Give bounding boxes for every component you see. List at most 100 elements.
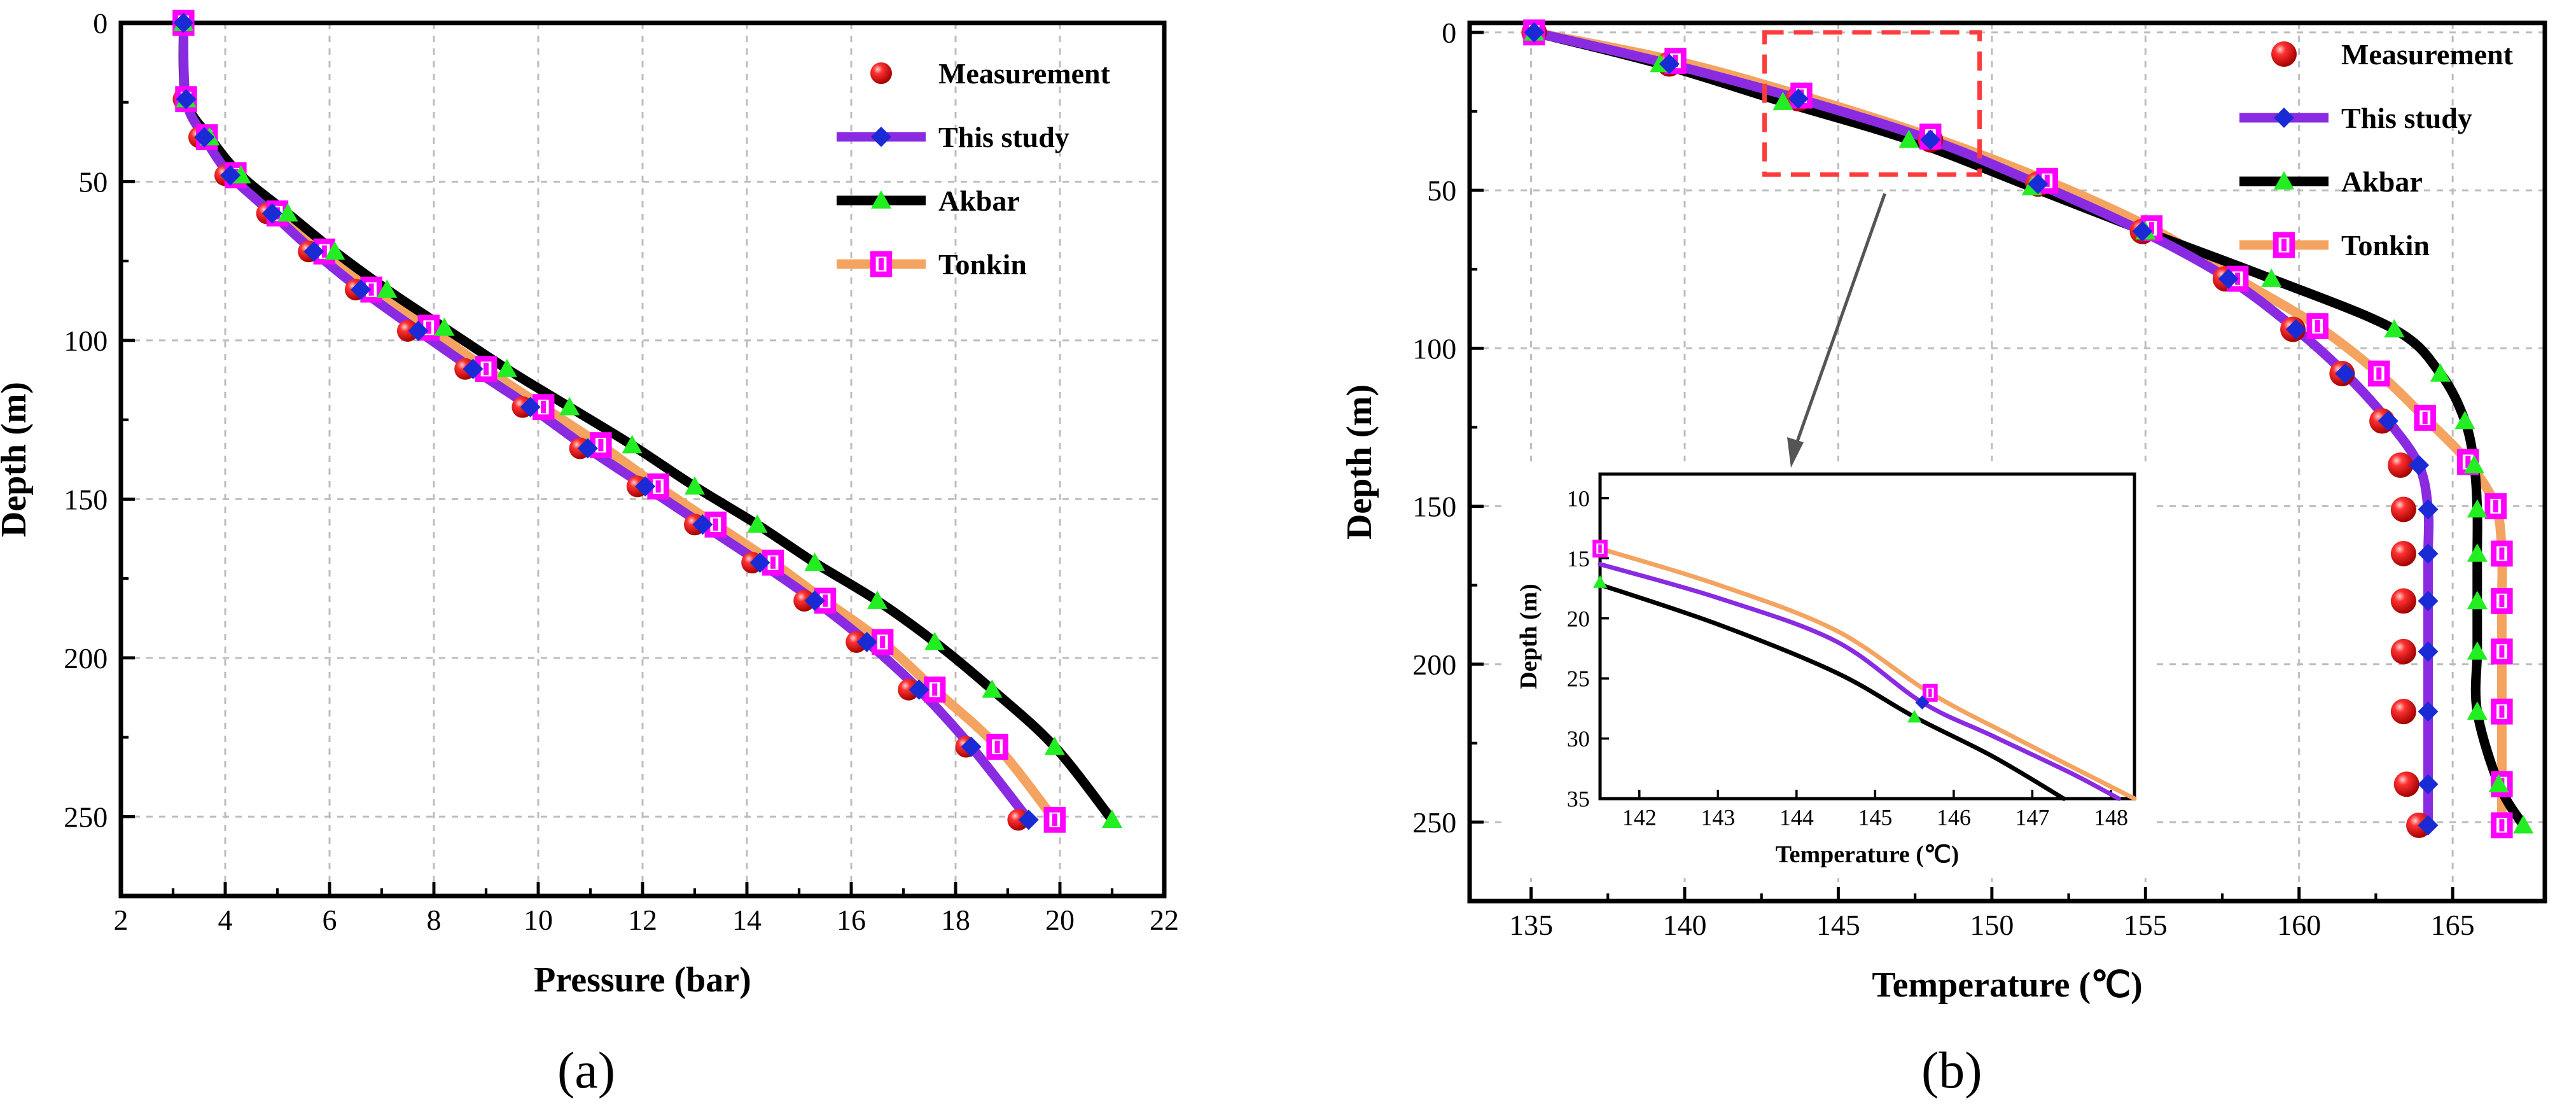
- legend-marker: [2274, 171, 2294, 190]
- x-tick-label: 143: [1701, 804, 1735, 830]
- series-marker-akbar: [1102, 809, 1122, 829]
- legend-marker: [2273, 232, 2295, 258]
- series-marker-this-study: [2132, 221, 2153, 242]
- series-marker-this-study: [692, 514, 713, 535]
- measurement-point: [2390, 540, 2416, 566]
- x-tick-label: 12: [628, 904, 657, 936]
- y-tick-label: 0: [1442, 17, 1456, 49]
- series-marker-this-study: [1659, 53, 1680, 74]
- series-marker-this-study: [176, 88, 197, 109]
- y-tick-label: 35: [1567, 787, 1590, 812]
- measurement-point: [2393, 771, 2419, 797]
- y-tick-label: 150: [64, 483, 108, 515]
- series-marker-this-study: [2218, 269, 2239, 290]
- measurement-point: [846, 631, 868, 653]
- legend-label: This study: [2341, 102, 2472, 134]
- legend-label: Akbar: [2341, 165, 2423, 198]
- series-marker-akbar: [2467, 641, 2488, 660]
- legend-label: Akbar: [938, 185, 1020, 217]
- series-marker-this-study: [1915, 695, 1930, 710]
- series-marker-akbar: [324, 241, 345, 260]
- series-marker-tonkin: [2414, 405, 2436, 431]
- y-tick-label: 0: [93, 7, 108, 39]
- x-tick-label: 14: [732, 904, 762, 936]
- x-tick-label: 160: [2277, 909, 2321, 941]
- inset-chart: 142 143 144 145 146 147 148 10 15 20 25 30 35 Tempera…: [1505, 461, 2154, 878]
- measurement-point: [2390, 496, 2416, 522]
- series-marker-this-study: [2335, 363, 2356, 384]
- y-tick-label: 20: [1567, 606, 1590, 631]
- series-marker-akbar: [496, 358, 517, 377]
- y-axis-label: Depth (m): [1340, 384, 1379, 540]
- measurement-point: [2390, 588, 2416, 614]
- y-tick-label: 15: [1567, 546, 1590, 571]
- series-marker-this-study: [577, 438, 598, 459]
- series-marker-tonkin: [2491, 698, 2513, 725]
- series-line-this-study: [1598, 562, 2121, 801]
- x-tick-label: 8: [427, 904, 442, 936]
- series-marker-akbar: [622, 435, 643, 454]
- x-tick-label: 6: [323, 904, 337, 936]
- x-tick-label: 2: [114, 904, 129, 936]
- plot-frame: [1467, 20, 2547, 904]
- series-marker-tonkin: [2491, 588, 2513, 614]
- series-marker-this-study: [520, 396, 541, 417]
- series-marker-tonkin: [2306, 313, 2329, 339]
- panel-label-a: (a): [557, 1041, 616, 1099]
- x-tick-label: 146: [1937, 804, 1971, 830]
- legend-item: Tonkin: [2239, 229, 2430, 262]
- x-tick-label: 145: [1858, 804, 1892, 830]
- series-marker-akbar: [2261, 269, 2282, 287]
- series-marker-this-study: [2028, 174, 2049, 195]
- series-marker-akbar: [2430, 363, 2451, 382]
- legend-item: Akbar: [2239, 165, 2423, 198]
- legend-label: This study: [938, 121, 1069, 153]
- legend-label: Tonkin: [2341, 229, 2430, 262]
- series-marker-this-study: [804, 591, 825, 612]
- y-tick-label: 100: [1412, 332, 1456, 365]
- series-marker-akbar: [277, 203, 298, 222]
- x-tick-label: 140: [1663, 909, 1707, 941]
- series-marker-this-study: [1524, 22, 1545, 43]
- x-tick-label: 144: [1779, 804, 1814, 830]
- series-line-tonkin: [1598, 546, 2137, 801]
- measurement-point: [1007, 809, 1029, 831]
- series-marker-this-study: [856, 631, 877, 652]
- series-marker-this-study: [2418, 591, 2439, 612]
- measurement-point: [2390, 699, 2416, 725]
- series-marker-akbar: [685, 476, 705, 495]
- series-marker-this-study: [2378, 410, 2398, 431]
- legend-marker: [2271, 41, 2297, 67]
- zoom-arrow-line: [1793, 193, 1886, 449]
- series-marker-akbar: [1044, 736, 1065, 755]
- x-axis-label: Temperature (℃): [1872, 965, 2142, 1005]
- series-marker-this-study: [194, 127, 215, 148]
- series-marker-akbar: [2488, 774, 2509, 793]
- x-axis-label: Pressure (bar): [534, 960, 751, 1000]
- x-tick-label: 135: [1509, 909, 1553, 941]
- series-marker-this-study: [2418, 543, 2439, 564]
- x-tick-label: 16: [837, 904, 866, 936]
- series-marker-akbar: [1772, 92, 1793, 110]
- series-line-this-study: [178, 18, 1034, 825]
- zoom-arrow-head: [1787, 437, 1804, 468]
- y-axis-label: Depth (m): [1515, 584, 1542, 689]
- x-tick-label: 20: [1045, 904, 1075, 936]
- series-marker-akbar: [2467, 543, 2488, 562]
- series-marker-tonkin: [1043, 806, 1066, 833]
- y-tick-label: 10: [1567, 486, 1590, 511]
- legend-item: Akbar: [837, 185, 1020, 217]
- measurement-point: [2388, 452, 2414, 478]
- series-marker-tonkin: [2491, 812, 2513, 839]
- chart-panel-a: 2 4 6 8 10 12 14 16 18 20 22 0 50 100 150 200 250 Pressur…: [0, 7, 1179, 1000]
- series-marker-akbar: [867, 591, 888, 609]
- measurement-point: [793, 590, 816, 612]
- x-tick-label: 18: [941, 904, 970, 936]
- series-marker-tonkin: [704, 511, 727, 538]
- x-tick-label: 22: [1150, 904, 1179, 936]
- y-tick-label: 50: [78, 166, 108, 199]
- series-marker-akbar: [2454, 410, 2475, 430]
- legend-marker: [870, 251, 893, 277]
- series-marker-this-study: [408, 320, 429, 341]
- series-line-akbar: [1598, 582, 2066, 801]
